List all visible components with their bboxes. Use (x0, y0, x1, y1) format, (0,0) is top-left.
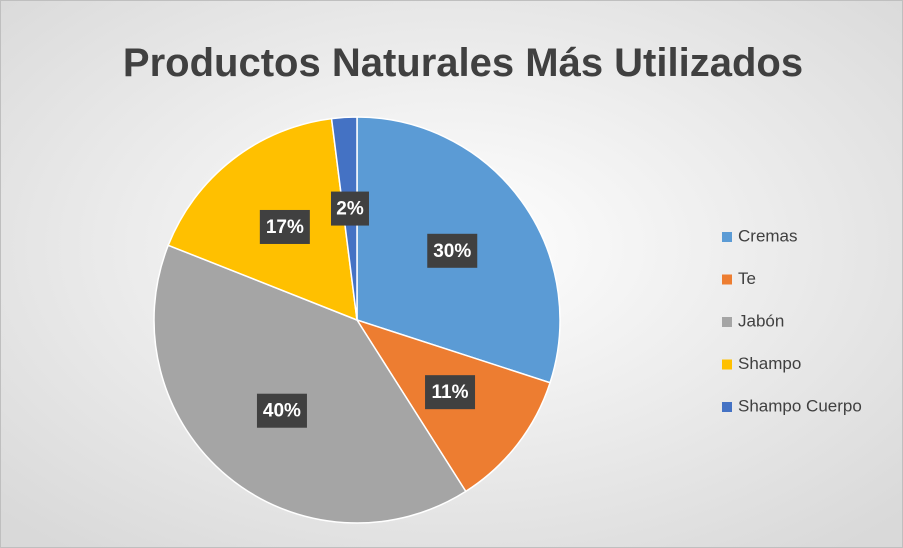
data-label-box (259, 209, 310, 244)
legend-swatch (722, 274, 732, 285)
chart-title: Productos Naturales Más Utilizados (123, 41, 803, 85)
data-label-box (330, 191, 369, 226)
data-label: 17% (266, 217, 304, 238)
legend-label: Te (738, 269, 756, 288)
legend-label: Cremas (738, 226, 798, 245)
data-label-box (425, 375, 476, 410)
legend-label: Jabón (738, 311, 784, 330)
legend-swatch (722, 232, 732, 242)
data-label: 2% (336, 199, 364, 220)
legend-swatch (722, 402, 732, 412)
pie-slice (153, 244, 467, 524)
legend-swatch (722, 359, 732, 370)
data-label: 30% (433, 241, 471, 262)
data-label: 40% (263, 401, 301, 422)
legend-label: Shampo Cuerpo (738, 396, 862, 415)
legend-swatch (722, 317, 732, 327)
data-label-box (256, 393, 307, 428)
legend-label: Shampo (738, 354, 801, 373)
data-label-box (427, 233, 478, 268)
data-label: 11% (432, 382, 469, 403)
